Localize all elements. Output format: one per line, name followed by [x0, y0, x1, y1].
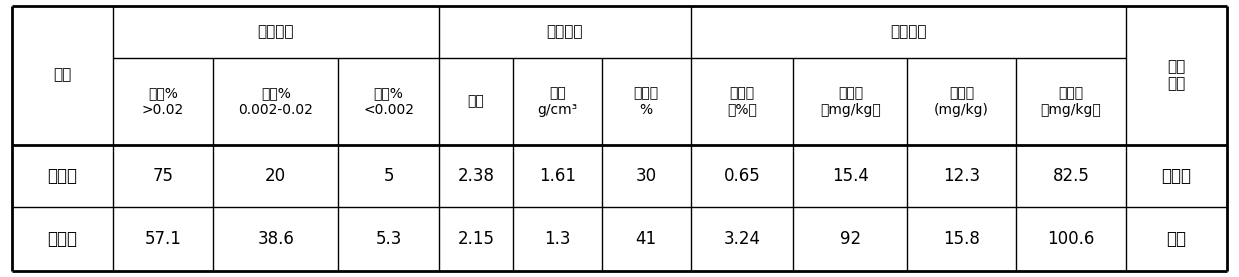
Text: 化学特征: 化学特征: [891, 24, 927, 39]
Text: 指标: 指标: [53, 68, 72, 83]
Text: 92: 92: [840, 230, 861, 248]
Text: 1.3: 1.3: [544, 230, 571, 248]
Text: 2.15: 2.15: [457, 230, 494, 248]
Text: 速效磷
(mg/kg): 速效磷 (mg/kg): [934, 86, 989, 117]
Text: 改良前: 改良前: [47, 167, 78, 185]
Text: 100.6: 100.6: [1047, 230, 1095, 248]
Text: 15.8: 15.8: [943, 230, 980, 248]
Text: 粉粒%
0.002-0.02: 粉粒% 0.002-0.02: [238, 86, 313, 117]
Text: 碱解氮
（mg/kg）: 碱解氮 （mg/kg）: [820, 86, 881, 117]
Text: 砂质土: 砂质土: [1161, 167, 1192, 185]
Text: 82.5: 82.5: [1053, 167, 1089, 185]
Text: 5: 5: [383, 167, 394, 185]
Text: 黏粒%
<0.002: 黏粒% <0.002: [363, 86, 414, 117]
Text: 容重
g/cm³: 容重 g/cm³: [538, 86, 577, 117]
Text: 比重: 比重: [467, 94, 484, 109]
Text: 壤土: 壤土: [1166, 230, 1187, 248]
Text: 30: 30: [636, 167, 657, 185]
Text: 孔隙度
%: 孔隙度 %: [633, 86, 659, 117]
Text: 38.6: 38.6: [258, 230, 294, 248]
Text: 土壤
类型: 土壤 类型: [1167, 59, 1186, 91]
Text: 2.38: 2.38: [457, 167, 494, 185]
Text: 57.1: 57.1: [145, 230, 181, 248]
Text: 75: 75: [152, 167, 173, 185]
Text: 1.61: 1.61: [539, 167, 576, 185]
Text: 41: 41: [636, 230, 657, 248]
Text: 结构特征: 结构特征: [258, 24, 294, 39]
Text: 5.3: 5.3: [375, 230, 401, 248]
Text: 3.24: 3.24: [724, 230, 761, 248]
Text: 12.3: 12.3: [943, 167, 980, 185]
Text: 有机质
（%）: 有机质 （%）: [727, 86, 757, 117]
Text: 速效钾
（mg/kg）: 速效钾 （mg/kg）: [1041, 86, 1101, 117]
Text: 砂粒%
>0.02: 砂粒% >0.02: [141, 86, 185, 117]
Text: 20: 20: [265, 167, 286, 185]
Text: 改良后: 改良后: [47, 230, 78, 248]
Text: 15.4: 15.4: [831, 167, 869, 185]
Text: 0.65: 0.65: [724, 167, 761, 185]
Text: 物理特征: 物理特征: [546, 24, 584, 39]
